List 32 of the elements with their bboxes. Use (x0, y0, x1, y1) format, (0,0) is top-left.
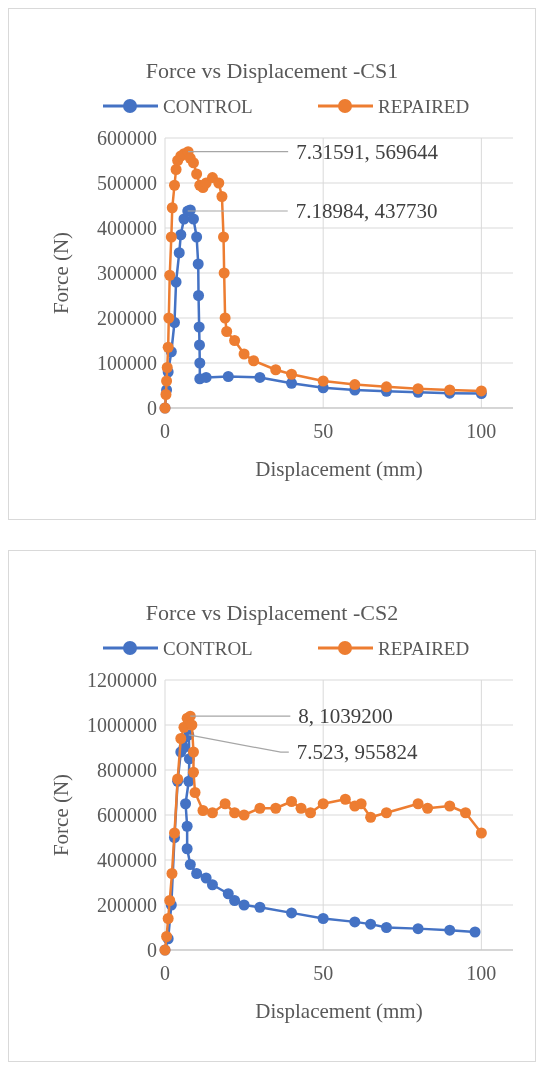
y-tick-label: 600000 (97, 804, 157, 826)
y-tick-label: 500000 (97, 172, 157, 194)
y-tick-label: 1200000 (87, 669, 157, 691)
y-tick-label: 200000 (97, 894, 157, 916)
legend-label: CONTROL (163, 638, 253, 659)
chart-title: Force vs Displacement -CS2 (145, 600, 399, 625)
annotation: 8, 1039200 (298, 704, 393, 729)
y-tick-label: 800000 (97, 759, 157, 781)
annotation: 7.31591, 569644 (296, 139, 439, 164)
x-tick-label: 50 (313, 962, 334, 984)
y-tick-label: 100000 (97, 352, 157, 374)
legend-label: CONTROL (163, 96, 253, 117)
x-axis-title: Displacement (mm) (255, 999, 423, 1023)
y-axis-title: Force (N) (49, 773, 73, 857)
x-tick-label: 100 (466, 420, 497, 442)
y-axis-title: Force (N) (49, 231, 73, 315)
y-tick-label: 300000 (97, 262, 157, 284)
legend-label: REPAIRED (378, 638, 470, 659)
y-tick-label: 0 (147, 939, 157, 961)
x-tick-label: 50 (313, 420, 334, 442)
y-tick-label: 400000 (97, 849, 157, 871)
x-tick-label: 100 (466, 962, 497, 984)
legend-label: REPAIRED (378, 96, 470, 117)
y-tick-label: 0 (147, 397, 157, 419)
y-tick-label: 400000 (97, 217, 157, 239)
annotation: 7.18984, 437730 (295, 199, 438, 224)
x-axis-title: Displacement (mm) (255, 457, 423, 481)
y-tick-label: 200000 (97, 307, 157, 329)
annotation: 7.523, 955824 (296, 740, 419, 765)
chart-title: Force vs Displacement -CS1 (145, 58, 399, 83)
y-tick-label: 600000 (97, 127, 157, 149)
y-tick-label: 1000000 (87, 714, 157, 736)
